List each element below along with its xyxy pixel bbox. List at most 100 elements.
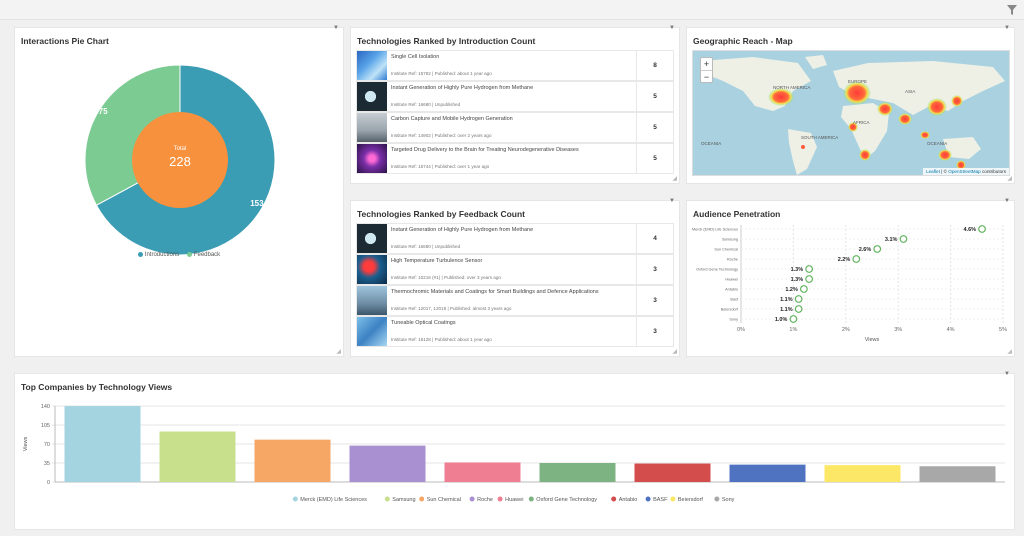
x-tick-label: 2%	[842, 327, 850, 333]
y-tick-label: Samsung	[722, 238, 738, 242]
scatter-point[interactable]	[794, 305, 803, 313]
scatter-point[interactable]	[852, 255, 861, 263]
legend-label[interactable]: Huawei	[505, 497, 523, 503]
top-companies-panel: ▼ Top Companies by Technology Views 0 35 7…	[14, 371, 1015, 530]
attribution-tail: contributors	[980, 169, 1006, 174]
scatter-point[interactable]	[899, 235, 908, 243]
bar[interactable]	[824, 465, 901, 482]
legend-label[interactable]: BASF	[653, 497, 668, 503]
resize-handle[interactable]: ◢	[672, 349, 677, 355]
x-tick-label: 1%	[789, 327, 797, 333]
legend-label[interactable]: Merck (EMD) Life Sciences	[300, 497, 367, 503]
continent-north-america	[701, 57, 811, 111]
resize-handle[interactable]: ◢	[336, 349, 341, 355]
tech-title[interactable]: Thermochromic Materials and Coatings for…	[391, 289, 599, 295]
tech-row[interactable]: Single Cell Isolation Institute Ref: 1578…	[356, 50, 674, 81]
legend-dot	[714, 496, 720, 502]
bar[interactable]	[64, 406, 141, 482]
tech-title[interactable]: Tuneable Optical Coatings	[391, 320, 456, 326]
legend-dot	[528, 496, 534, 502]
tech-row[interactable]: Tuneable Optical Coatings Institute Ref: …	[356, 316, 674, 347]
y-tick-label: 35	[44, 461, 50, 467]
scatter-point[interactable]	[789, 315, 798, 323]
technology-thumbnail	[357, 286, 387, 315]
interactions-pie-chart: 153 75 Total 228	[84, 64, 276, 256]
y-tick-label: 105	[41, 423, 50, 429]
tech-count: 3	[653, 266, 657, 273]
legend-label[interactable]: Samsung	[392, 497, 415, 503]
tech-row[interactable]: Thermochromic Materials and Coatings for…	[356, 285, 674, 316]
leaflet-link[interactable]: Leaflet	[926, 169, 940, 174]
panel-menu-caret[interactable]: ▼	[1004, 25, 1010, 31]
audience-penetration-chart: 0% 1% 2% 3% 4% 5% Merck (EMD) Life Sciences 4.6…	[692, 225, 1007, 343]
map-label: SOUTH AMERICA	[801, 135, 838, 140]
scatter-point[interactable]	[873, 245, 882, 253]
world-map-canvas: NORTH AMERICA EUROPE ASIA AFRICA SOUTH A…	[701, 55, 1005, 175]
bar[interactable]	[919, 466, 996, 482]
top-toolbar	[0, 0, 1024, 20]
continent-australia	[943, 137, 981, 159]
filter-icon[interactable]	[1006, 4, 1018, 16]
scatter-point[interactable]	[805, 265, 814, 273]
bar[interactable]	[159, 431, 236, 482]
tech-title[interactable]: High Temperature Turbulence Sensor	[391, 258, 483, 264]
tech-title[interactable]: Instant Generation of Highly Pure Hydrog…	[391, 227, 534, 233]
bar[interactable]	[634, 463, 711, 482]
bar[interactable]	[729, 464, 806, 482]
resize-handle[interactable]: ◢	[672, 176, 677, 182]
tech-row[interactable]: Targeted Drug Delivery to the Brain for …	[356, 143, 674, 174]
legend-dot	[419, 496, 425, 502]
resize-handle[interactable]: ◢	[1007, 349, 1012, 355]
bar[interactable]	[349, 445, 426, 482]
zoom-out-button[interactable]: −	[701, 70, 712, 82]
world-map[interactable]: NORTH AMERICA EUROPE ASIA AFRICA SOUTH A…	[692, 50, 1010, 176]
tech-row[interactable]: Carbon Capture and Mobile Hydrogen Gener…	[356, 112, 674, 143]
y-tick-label: Merck (EMD) Life Sciences	[692, 228, 738, 232]
heat-spot-brazil	[801, 145, 805, 149]
y-tick-label: Sony	[729, 318, 738, 322]
heat-spot-africa	[859, 149, 871, 161]
bar[interactable]	[254, 439, 331, 482]
bar[interactable]	[444, 462, 521, 482]
scatter-point[interactable]	[805, 275, 814, 283]
tech-title[interactable]: Single Cell Isolation	[391, 54, 440, 60]
tech-info: Targeted Drug Delivery to the Brain for …	[387, 144, 637, 173]
point-value-label: 1.3%	[791, 267, 804, 273]
tech-meta: Institute Ref: 15744 | Published: over 1…	[391, 164, 490, 169]
legend-dot	[670, 496, 676, 502]
bar[interactable]	[539, 463, 616, 482]
pie-center-circle	[132, 112, 228, 208]
scatter-point[interactable]	[978, 225, 986, 233]
zoom-in-button[interactable]: +	[703, 59, 710, 69]
tech-title[interactable]: Targeted Drug Delivery to the Brain for …	[391, 147, 579, 153]
heat-spot-australia	[938, 149, 952, 161]
legend-label[interactable]: Antabio	[619, 497, 638, 503]
legend-item-introductions[interactable]: Introductions	[137, 252, 179, 258]
tech-meta: Institute Ref: 15782 | Published: about …	[391, 71, 492, 76]
legend-label[interactable]: Roche	[477, 497, 493, 503]
tech-row[interactable]: Instant Generation of Highly Pure Hydrog…	[356, 223, 674, 254]
tech-info: Instant Generation of Highly Pure Hydrog…	[387, 82, 637, 111]
panel-title: Geographic Reach - Map	[693, 36, 793, 46]
legend-label[interactable]: Oxford Gene Technology	[536, 497, 597, 503]
tech-row[interactable]: High Temperature Turbulence Sensor Instit…	[356, 254, 674, 285]
legend-label[interactable]: Sun Chemical	[427, 497, 461, 503]
technology-thumbnail	[357, 51, 387, 80]
panel-menu-caret[interactable]: ▼	[669, 198, 675, 204]
openstreetmap-link[interactable]: OpenStreetMap	[948, 169, 981, 174]
panel-menu-caret[interactable]: ▼	[669, 25, 675, 31]
tech-title[interactable]: Instant Generation of Highly Pure Hydrog…	[391, 85, 534, 91]
legend-label[interactable]: Sony	[722, 497, 735, 503]
tech-row[interactable]: Instant Generation of Highly Pure Hydrog…	[356, 81, 674, 112]
scatter-point[interactable]	[794, 295, 803, 303]
panel-menu-caret[interactable]: ▼	[1004, 371, 1010, 377]
panel-menu-caret[interactable]: ▼	[1004, 198, 1010, 204]
point-value-label: 1.2%	[785, 287, 798, 293]
tech-title[interactable]: Carbon Capture and Mobile Hydrogen Gener…	[391, 116, 513, 122]
tech-meta: Institute Ref: 10216 (#1) | Published: o…	[391, 275, 501, 280]
legend-item-feedback[interactable]: Feedback	[186, 252, 220, 258]
panel-menu-caret[interactable]: ▼	[333, 25, 339, 31]
legend-label[interactable]: Beiersdorf	[678, 497, 704, 503]
resize-handle[interactable]: ◢	[1007, 176, 1012, 182]
scatter-point[interactable]	[799, 285, 808, 293]
